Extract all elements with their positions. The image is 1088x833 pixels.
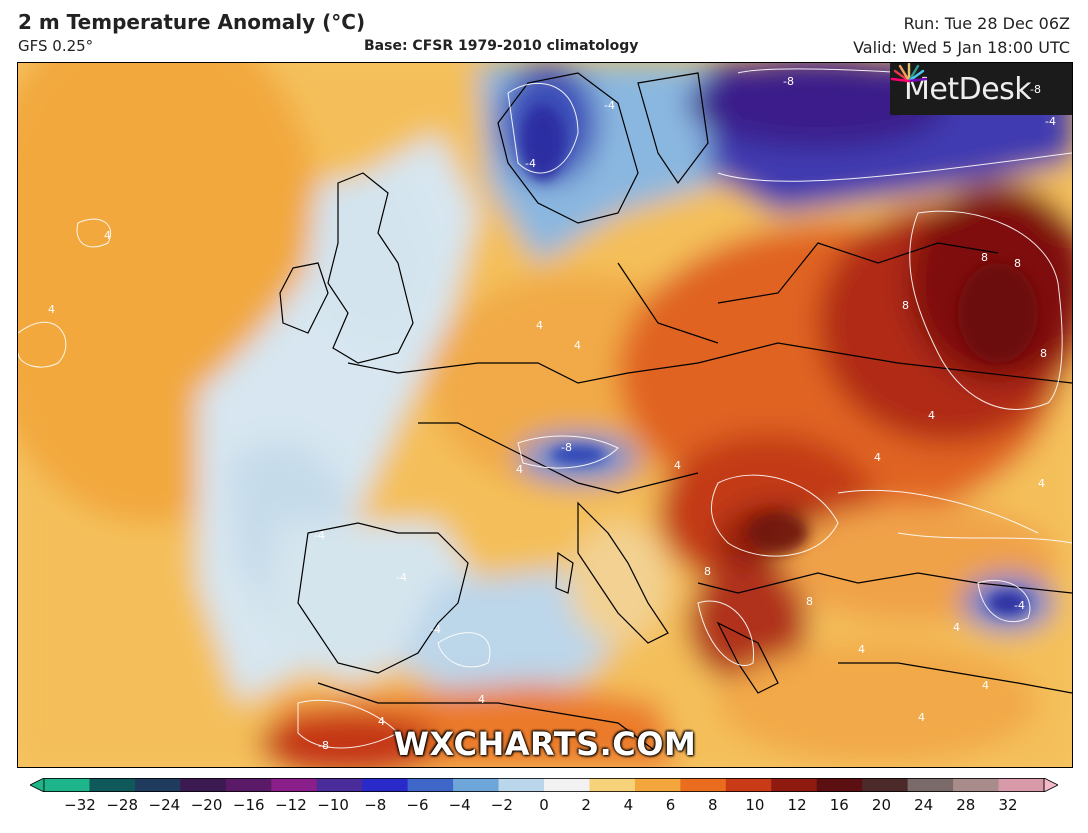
colorbar-segment — [680, 778, 727, 792]
colorbar-segment — [89, 778, 136, 792]
colorbar-min-arrow — [30, 778, 45, 792]
metdesk-logo-text: MetDesk — [904, 71, 1032, 107]
colorbar-tick-label: 10 — [745, 796, 765, 814]
contour-label: 8 — [981, 251, 988, 264]
valid-label: Valid: Wed 5 Jan 18:00 UTC — [853, 38, 1070, 57]
colorbar-ticks: −32 −28 −24 −20 −16 −12 −10 −8 −6 −4 −2 0 2 4 6 8 10 12 16… — [0, 796, 1088, 818]
colorbar-tick-label: −2 — [490, 796, 513, 814]
contour-label: -8 — [318, 739, 329, 752]
colorbar-tick-label: 2 — [581, 796, 591, 814]
colorbar-segment — [953, 778, 1000, 792]
colorbar-max-arrow — [1043, 778, 1058, 792]
chart-title: 2 m Temperature Anomaly (°C) — [18, 10, 366, 34]
colorbar-segment — [634, 778, 681, 792]
colorbar-segment — [816, 778, 863, 792]
colorbar-tick-label: −6 — [406, 796, 429, 814]
colorbar-segment — [134, 778, 181, 792]
metdesk-logo-icon — [890, 63, 928, 83]
contour-label: 4 — [874, 451, 881, 464]
metdesk-logo: MetDesk — [890, 63, 1072, 115]
run-label: Run: Tue 28 Dec 06Z — [903, 14, 1070, 33]
colorbar-segment — [271, 778, 318, 792]
contour-label: 4 — [48, 303, 55, 316]
contour-label: 8 — [902, 299, 909, 312]
colorbar-tick-label: 32 — [998, 796, 1018, 814]
colorbar — [30, 778, 1058, 792]
contour-label: -4 — [430, 623, 441, 636]
contour-label: -4 — [396, 571, 407, 584]
colorbar-segment — [862, 778, 909, 792]
contour-label: 4 — [982, 679, 989, 692]
contour-label: 4 — [928, 409, 935, 422]
colorbar-tick-label: −28 — [106, 796, 138, 814]
contour-label: 8 — [806, 595, 813, 608]
colorbar-segment — [998, 778, 1045, 792]
contour-label: 4 — [918, 711, 925, 724]
colorbar-tick-label: −8 — [364, 796, 387, 814]
contour-label: 4 — [478, 693, 485, 706]
colorbar-segment — [44, 778, 90, 792]
colorbar-segment — [316, 778, 363, 792]
contour-label: 4 — [953, 621, 960, 634]
colorbar-tick-label: 8 — [707, 796, 718, 814]
colorbar-tick-label: −24 — [148, 796, 181, 814]
contour-label: -4 — [525, 157, 536, 170]
base-label: Base: CFSR 1979-2010 climatology — [364, 38, 639, 54]
colorbar-tick-label: 12 — [787, 796, 807, 814]
colorbar-tick-label: −16 — [232, 796, 265, 814]
colorbar-tick-label: 16 — [829, 796, 849, 814]
contour-label: 4 — [378, 715, 385, 728]
contour-label: 8 — [1014, 257, 1021, 270]
colorbar-tick-label: −4 — [448, 796, 471, 814]
contour-label: 4 — [858, 643, 865, 656]
contour-label: -4 — [314, 529, 325, 542]
anomaly-map: MetDesk 4 4 -4 -4 -8 -4 -8 4 8 8 8 8 4 4… — [17, 62, 1073, 768]
contour-label: 4 — [104, 229, 111, 242]
colorbar-segment — [362, 778, 409, 792]
anomaly-field — [18, 63, 1072, 767]
contour-label: 4 — [674, 459, 681, 472]
contour-label: -4 — [604, 99, 615, 112]
contour-label: 8 — [1040, 347, 1047, 360]
colorbar-segment — [589, 778, 636, 792]
contour-label: 4 — [536, 319, 543, 332]
contour-label: 4 — [574, 339, 581, 352]
contour-label: -4 — [1014, 599, 1025, 612]
colorbar-tick-label: 28 — [956, 796, 976, 814]
model-label: GFS 0.25° — [18, 37, 94, 55]
contour-label: -8 — [783, 75, 794, 88]
colorbar-segment — [771, 778, 818, 792]
colorbar-segment — [498, 778, 545, 792]
colorbar-segment — [725, 778, 772, 792]
colorbar-tick-label: 6 — [665, 796, 676, 814]
colorbar-segment — [544, 778, 590, 792]
colorbar-tick-label: −32 — [64, 796, 96, 814]
colorbar-segment — [407, 778, 454, 792]
colorbar-border — [43, 778, 1045, 792]
colorbar-segment — [225, 778, 272, 792]
colorbar-tick-label: 4 — [623, 796, 634, 814]
colorbar-tick-label: 20 — [871, 796, 891, 814]
colorbar-tick-label: −12 — [275, 796, 307, 814]
colorbar-segment — [907, 778, 954, 792]
colorbar-tick-label: −10 — [317, 796, 349, 814]
watermark: WXCHARTS.COM — [393, 725, 697, 763]
contour-label: 4 — [516, 463, 523, 476]
colorbar-tick-label: 0 — [539, 796, 549, 814]
contour-label: -4 — [1045, 115, 1056, 128]
contour-label: 8 — [704, 565, 711, 578]
colorbar-segment — [453, 778, 500, 792]
colorbar-tick-label: 24 — [914, 796, 934, 814]
colorbar-tick-label: −20 — [190, 796, 223, 814]
contour-label: -8 — [561, 441, 572, 454]
contour-label: 4 — [1038, 477, 1045, 490]
contour-label: -8 — [1030, 83, 1041, 96]
colorbar-segment — [180, 778, 227, 792]
